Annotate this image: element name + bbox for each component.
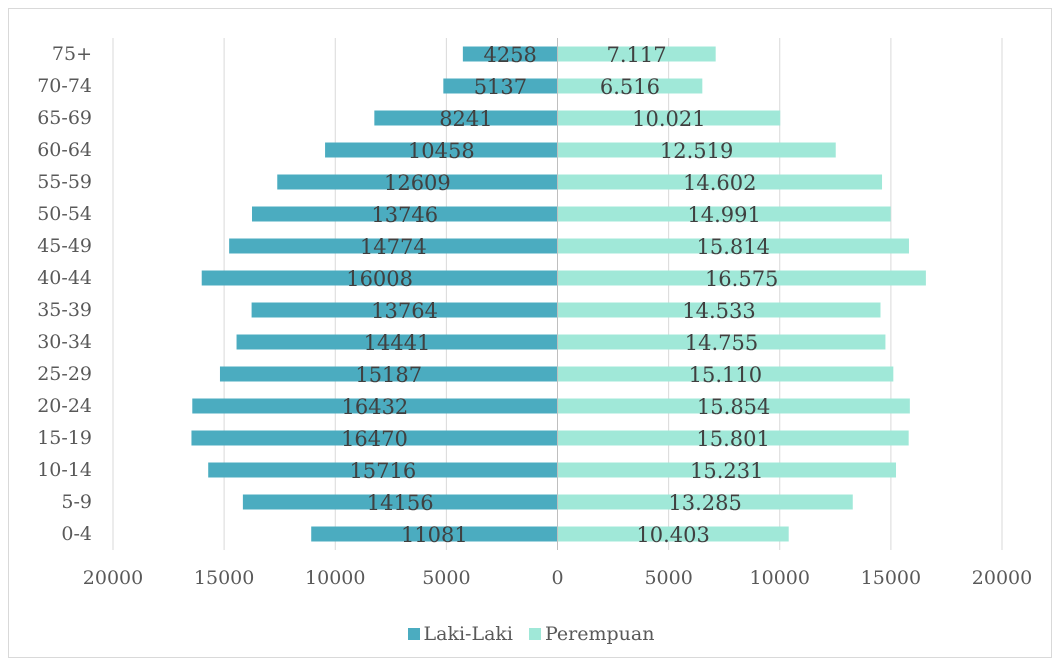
legend-label-perempuan: Perempuan [545, 623, 655, 645]
legend-item-laki-laki: Laki-Laki [407, 623, 514, 645]
bar-perempuan [557, 270, 926, 286]
data-label-perempuan: 6.516 [600, 75, 660, 99]
data-label-laki-laki: 8241 [439, 107, 492, 131]
bar-perempuan [557, 46, 716, 62]
data-label-perempuan: 15.854 [697, 395, 770, 419]
category-label: 40-44 [37, 267, 92, 289]
legend-label-laki-laki: Laki-Laki [423, 623, 514, 645]
bar-perempuan [557, 462, 897, 478]
data-label-laki-laki: 14156 [367, 491, 434, 515]
data-label-laki-laki: 16470 [341, 427, 408, 451]
category-label: 75+ [52, 43, 92, 65]
x-tick-label: 10000 [305, 567, 365, 589]
category-label: 25-29 [37, 363, 92, 385]
bar-perempuan [557, 334, 886, 350]
bar-laki-laki [251, 206, 558, 222]
data-label-perempuan: 15.231 [690, 459, 763, 483]
data-label-perempuan: 12.519 [660, 139, 733, 163]
data-label-laki-laki: 15716 [349, 459, 416, 483]
category-label: 45-49 [37, 235, 92, 257]
x-tick-label: 5000 [422, 567, 470, 589]
x-tick-label: 15000 [194, 567, 254, 589]
x-tick-label: 10000 [750, 567, 810, 589]
category-label: 50-54 [37, 203, 92, 225]
category-label: 5-9 [61, 491, 92, 513]
bar-perempuan [557, 430, 909, 446]
data-label-laki-laki: 15187 [355, 363, 422, 387]
data-label-laki-laki: 5137 [474, 75, 527, 99]
bar-perempuan [557, 494, 853, 510]
bar-laki-laki [236, 334, 558, 350]
x-tick-label: 20000 [972, 567, 1032, 589]
data-label-laki-laki: 13746 [371, 203, 438, 227]
data-label-perempuan: 13.285 [668, 491, 741, 515]
data-label-perempuan: 14.991 [687, 203, 760, 227]
bar-laki-laki [219, 366, 558, 382]
data-label-perempuan: 10.403 [636, 523, 709, 547]
legend-swatch-perempuan [529, 628, 541, 640]
data-label-laki-laki: 4258 [483, 43, 536, 67]
data-label-laki-laki: 16008 [346, 267, 413, 291]
bar-laki-laki [311, 526, 558, 542]
bar-perempuan [557, 398, 910, 414]
bar-laki-laki [462, 46, 558, 62]
data-label-perempuan: 15.814 [696, 235, 769, 259]
data-label-perempuan: 10.021 [632, 107, 705, 131]
bar-laki-laki [192, 398, 558, 414]
bar-laki-laki [251, 302, 558, 318]
bar-laki-laki [325, 142, 558, 158]
bar-laki-laki [208, 462, 558, 478]
bar-perempuan [557, 174, 883, 190]
category-label: 35-39 [37, 299, 92, 321]
data-label-perempuan: 14.533 [682, 299, 755, 323]
data-label-laki-laki: 14774 [360, 235, 427, 259]
legend: Laki-Laki Perempuan [0, 622, 1062, 646]
legend-item-perempuan: Perempuan [529, 623, 654, 645]
category-label: 10-14 [37, 459, 92, 481]
data-label-perempuan: 16.575 [705, 267, 778, 291]
bar-perempuan [557, 302, 881, 318]
data-label-perempuan: 15.801 [696, 427, 769, 451]
data-label-perempuan: 7.117 [607, 43, 667, 67]
bar-laki-laki [242, 494, 558, 510]
bar-laki-laki [374, 110, 558, 126]
bar-laki-laki [443, 78, 558, 94]
x-tick-label: 5000 [644, 567, 692, 589]
x-tick-label: 0 [551, 567, 563, 589]
category-label: 60-64 [37, 139, 92, 161]
x-tick-label: 15000 [861, 567, 921, 589]
bar-perempuan [557, 110, 781, 126]
category-label: 0-4 [61, 523, 92, 545]
data-label-laki-laki: 14441 [364, 331, 431, 355]
legend-swatch-laki-laki [407, 628, 420, 640]
data-label-laki-laki: 10458 [408, 139, 475, 163]
bar-perempuan [557, 526, 789, 542]
bar-laki-laki [229, 238, 558, 254]
data-label-perempuan: 14.755 [685, 331, 758, 355]
category-label: 20-24 [37, 395, 92, 417]
bar-perempuan [557, 78, 703, 94]
category-label: 55-59 [37, 171, 92, 193]
bar-laki-laki [201, 270, 558, 286]
category-label: 30-34 [37, 331, 92, 353]
data-label-laki-laki: 11081 [401, 523, 468, 547]
category-label: 70-74 [37, 75, 92, 97]
data-label-perempuan: 14.602 [683, 171, 756, 195]
bar-perempuan [557, 206, 891, 222]
bar-laki-laki [191, 430, 558, 446]
data-label-perempuan: 15.110 [689, 363, 762, 387]
category-label: 15-19 [37, 427, 92, 449]
bar-perempuan [557, 142, 836, 158]
category-label: 65-69 [37, 107, 92, 129]
bar-perempuan [557, 238, 909, 254]
data-label-laki-laki: 12609 [384, 171, 451, 195]
x-tick-label: 20000 [83, 567, 143, 589]
data-label-laki-laki: 16432 [341, 395, 408, 419]
bar-laki-laki [277, 174, 558, 190]
bar-perempuan [557, 366, 894, 382]
data-label-laki-laki: 13764 [371, 299, 438, 323]
